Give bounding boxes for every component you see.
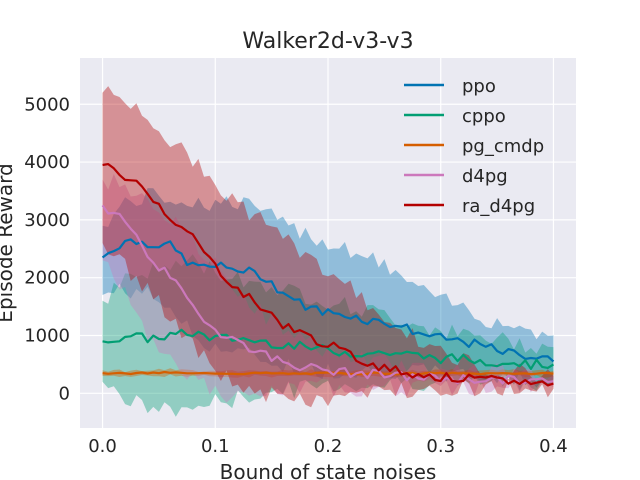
y-tick-label: 3000	[24, 210, 70, 231]
legend-label-pg_cmdp: pg_cmdp	[462, 136, 544, 157]
legend-label-ra_d4pg: ra_d4pg	[462, 196, 535, 217]
x-tick-label: 0.4	[539, 436, 568, 457]
chart-title: Walker2d-v3-v3	[242, 29, 413, 54]
x-tick-label: 0.1	[201, 436, 230, 457]
y-tick-label: 2000	[24, 268, 70, 289]
legend-label-ppo: ppo	[462, 76, 496, 97]
x-tick-label: 0.2	[314, 436, 343, 457]
x-tick-label: 0.3	[426, 436, 455, 457]
grid	[80, 58, 576, 428]
band-ra_d4pg	[102, 86, 554, 408]
y-tick-labels: 0 1000 2000 3000 4000 5000	[24, 94, 70, 404]
y-tick-label: 5000	[24, 94, 70, 115]
y-tick-label: 1000	[24, 326, 70, 347]
line-ra_d4pg	[102, 163, 554, 387]
line-pg_cmdp	[102, 370, 554, 376]
band-cppo	[102, 254, 554, 417]
legend: ppo cppo pg_cmdp d4pg ra_d4pg	[404, 76, 544, 217]
x-axis-label: Bound of state noises	[220, 460, 437, 480]
series-lines	[101, 163, 555, 387]
band-d4pg	[102, 174, 554, 403]
line-ppo	[101, 238, 555, 363]
line-d4pg	[101, 204, 554, 385]
x-tick-labels: 0.0 0.1 0.2 0.3 0.4	[88, 436, 568, 457]
y-tick-label: 0	[59, 383, 70, 404]
legend-label-d4pg: d4pg	[462, 166, 508, 187]
confidence-bands	[102, 86, 554, 417]
legend-label-cppo: cppo	[462, 106, 506, 127]
band-ppo	[102, 188, 554, 388]
line-cppo	[102, 328, 555, 370]
y-tick-label: 4000	[24, 152, 70, 173]
x-tick-label: 0.0	[88, 436, 117, 457]
y-axis-label: Episode Reward	[0, 163, 17, 322]
